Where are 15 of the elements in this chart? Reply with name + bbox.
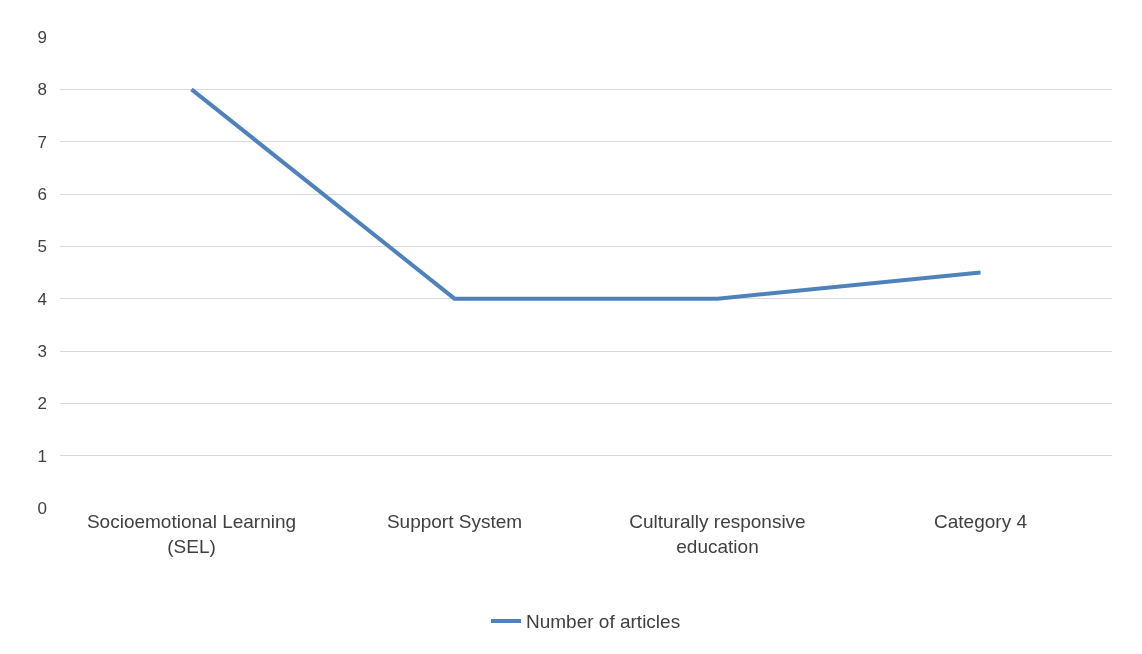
y-tick-label: 2 xyxy=(37,394,47,414)
y-tick-label: 6 xyxy=(37,184,47,204)
y-tick-label: 7 xyxy=(37,132,47,152)
x-tick-label: Culturally responsive education xyxy=(629,511,806,557)
y-tick-label: 4 xyxy=(37,289,47,309)
x-tick-label: Category 4 xyxy=(934,511,1028,532)
y-tick-label: 9 xyxy=(37,27,47,47)
y-tick-label: 1 xyxy=(37,446,47,466)
x-tick-label: Socioemotional Learning (SEL) xyxy=(86,511,297,557)
y-tick-label: 3 xyxy=(37,341,47,361)
legend-label: Number of articles xyxy=(526,611,681,633)
y-tick-label: 5 xyxy=(37,237,47,257)
y-tick-label: 0 xyxy=(37,498,47,518)
x-tick-label: Support System xyxy=(386,511,523,532)
y-tick-label: 8 xyxy=(37,80,47,100)
